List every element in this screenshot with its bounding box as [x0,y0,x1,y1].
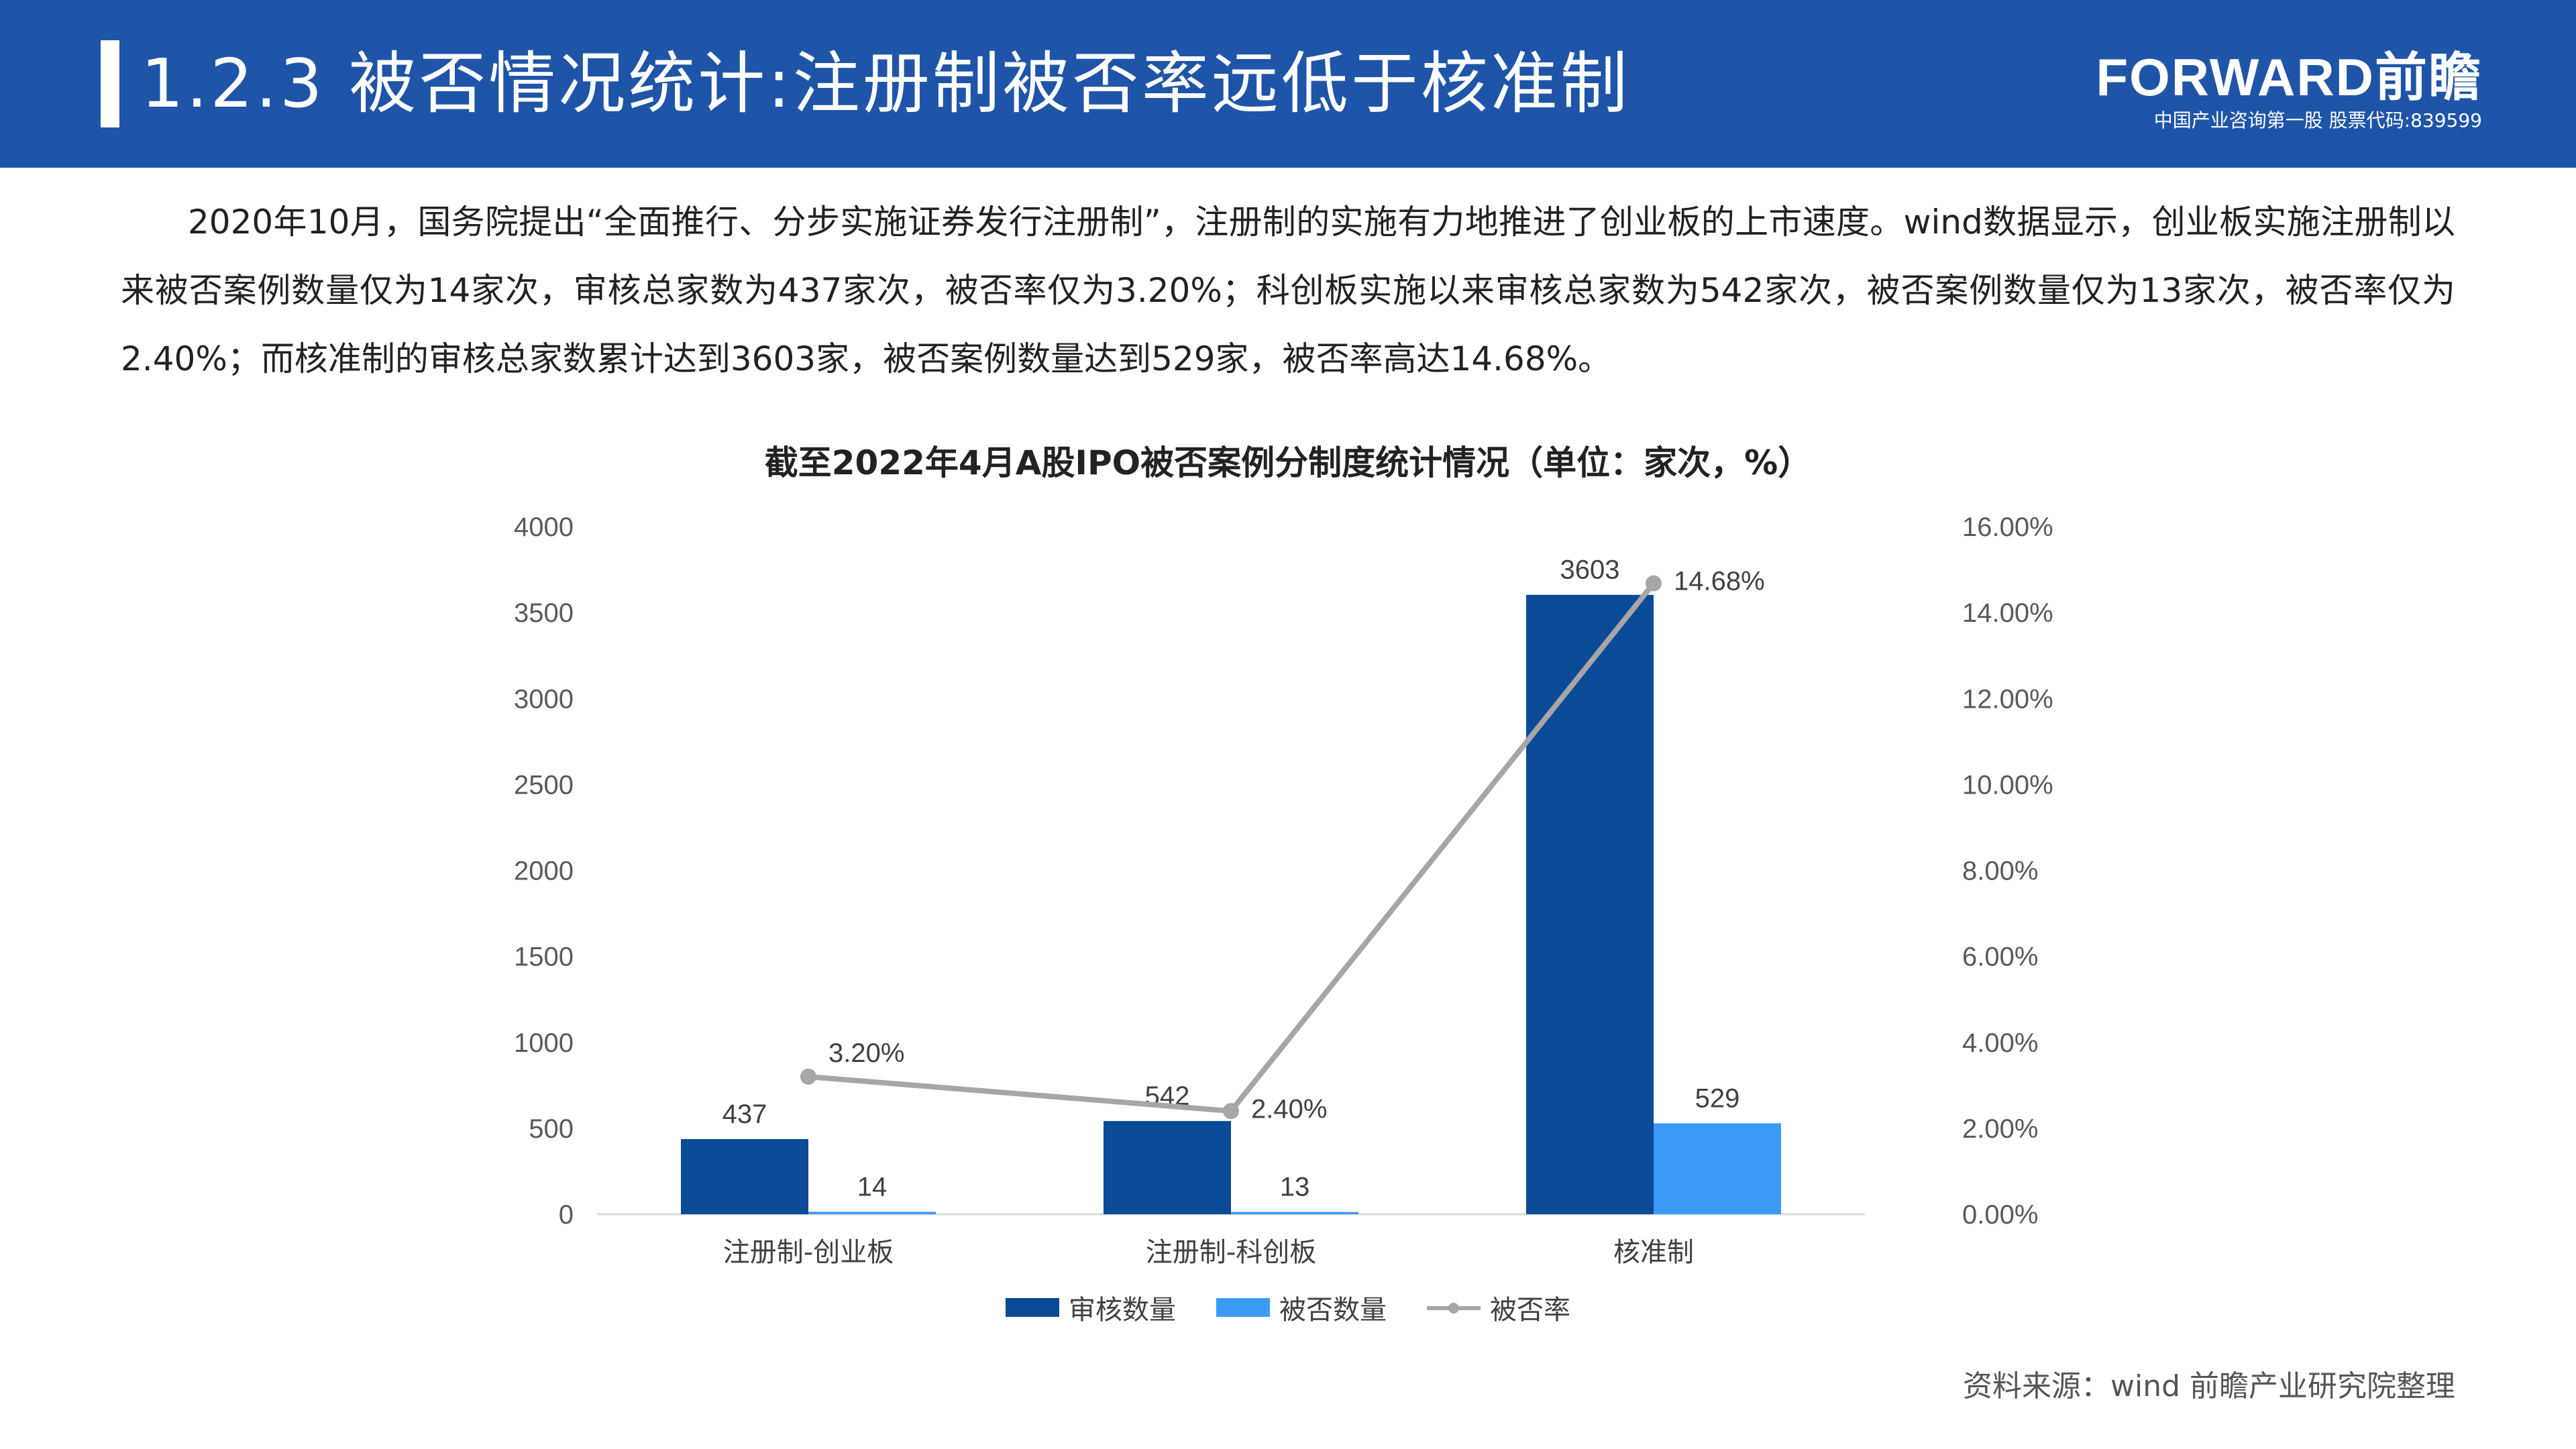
left-tick-label: 1500 [514,943,574,972]
bar-value-label: 437 [722,1099,767,1129]
category-labels: 注册制-创业板 注册制-科创板 核准制 [723,1237,1694,1268]
legend-label-rate: 被否率 [1490,1295,1570,1326]
left-axis-ticks: 0 500 1000 1500 2000 2500 3000 3500 4000 [514,513,574,1230]
left-tick-label: 2000 [514,857,574,886]
right-axis-ticks: 0.00% 2.00% 4.00% 6.00% 8.00% 10.00% 12.00% 14.… [1962,513,2053,1230]
chart-title: 截至2022年4月A股IPO被否案例分制度统计情况（单位：家次，%） [764,443,1812,482]
rate-value-label: 2.40% [1251,1094,1327,1124]
intro-paragraph: 2020年10月，国务院提出“全面推行、分步实施证券发行注册制”，注册制的实施有… [121,203,2455,378]
chart: 0 500 1000 1500 2000 2500 3000 3500 4000 0.00% 2.… [514,513,2053,1268]
rate-data-labels: 3.20% 2.40% 14.68% [828,567,1765,1124]
left-tick-label: 3500 [514,598,574,628]
legend-swatch-rate [1427,1298,1481,1317]
left-tick-label: 2500 [514,770,574,800]
legend-label-review: 审核数量 [1069,1295,1176,1326]
rate-line [800,575,1662,1120]
page-title: 1.2.3 被否情况统计:注册制被否率远低于核准制 [141,44,1630,123]
right-tick-label: 16.00% [1962,513,2053,542]
bars [681,594,1781,1214]
right-tick-label: 0.00% [1962,1200,2038,1230]
category-label: 注册制-创业板 [723,1237,894,1268]
category-label: 注册制-科创板 [1146,1237,1316,1268]
rate-point [1646,575,1662,592]
rate-value-label: 3.20% [828,1038,904,1068]
legend-swatch-rejected [1216,1298,1270,1317]
left-tick-label: 3000 [514,684,574,714]
bar-value-label: 13 [1280,1173,1310,1202]
right-tick-label: 8.00% [1962,857,2038,886]
left-tick-label: 4000 [514,513,574,542]
right-tick-label: 2.00% [1962,1114,2038,1144]
bar-rejected [808,1212,936,1214]
rate-value-label: 14.68% [1674,567,1765,596]
bar-value-label: 14 [857,1172,888,1201]
legend: 审核数量 被否数量 被否率 [0,1288,2576,1327]
source-note: 资料来源：wind 前瞻产业研究院整理 [1962,1369,2455,1403]
right-tick-label: 10.00% [1962,770,2053,800]
bar-rejected [1231,1212,1358,1214]
left-tick-label: 0 [559,1200,574,1230]
title-accent-bar [101,40,119,127]
legend-item-rate: 被否率 [1427,1288,1570,1327]
rate-point [1223,1103,1239,1120]
header-bar: 1.2.3 被否情况统计:注册制被否率远低于核准制 FORWARD前瞻 中国产业… [0,0,2576,168]
bar-value-label: 3603 [1560,555,1620,585]
bar-review [681,1139,808,1214]
legend-swatch-review [1006,1298,1059,1317]
right-tick-label: 14.00% [1962,598,2053,628]
legend-item-rejected: 被否数量 [1216,1288,1387,1327]
brand-subtitle: 中国产业咨询第一股 股票代码:839599 [2153,109,2482,131]
brand: FORWARD前瞻 中国产业咨询第一股 股票代码:839599 [2096,47,2482,134]
bar-rejected [1654,1123,1781,1214]
category-label: 核准制 [1613,1237,1694,1268]
bar-review [1526,594,1654,1214]
legend-label-rejected: 被否数量 [1279,1295,1387,1326]
left-tick-label: 500 [529,1114,574,1144]
right-tick-label: 12.00% [1962,684,2053,714]
right-tick-label: 6.00% [1962,943,2038,972]
legend-item-review: 审核数量 [1006,1288,1176,1327]
brand-logo: FORWARD前瞻 [2096,48,2482,107]
bar-review [1104,1121,1231,1214]
right-tick-label: 4.00% [1962,1028,2038,1058]
bar-value-label: 529 [1695,1083,1740,1113]
rate-point [800,1069,816,1085]
left-tick-label: 1000 [514,1028,574,1058]
